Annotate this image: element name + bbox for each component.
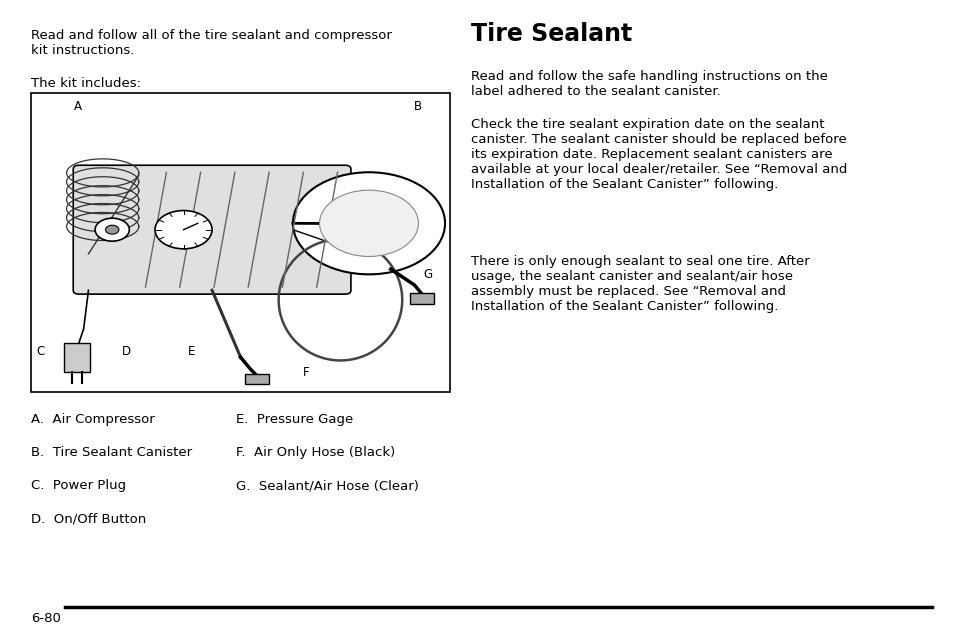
Text: E.  Pressure Gage: E. Pressure Gage — [235, 413, 353, 426]
Circle shape — [154, 211, 212, 249]
Text: B: B — [414, 100, 421, 113]
Text: F.  Air Only Hose (Black): F. Air Only Hose (Black) — [235, 446, 395, 459]
Text: 6-80: 6-80 — [31, 612, 61, 625]
Circle shape — [319, 190, 418, 256]
Text: B.  Tire Sealant Canister: B. Tire Sealant Canister — [31, 446, 193, 459]
Text: The kit includes:: The kit includes: — [31, 77, 141, 89]
Text: C.  Power Plug: C. Power Plug — [31, 479, 127, 492]
Text: A.  Air Compressor: A. Air Compressor — [31, 413, 155, 426]
Circle shape — [95, 218, 130, 241]
Text: C: C — [36, 345, 45, 357]
Text: There is only enough sealant to seal one tire. After
usage, the sealant canister: There is only enough sealant to seal one… — [470, 255, 809, 313]
Text: E: E — [188, 345, 195, 357]
Text: Read and follow the safe handling instructions on the
label adhered to the seala: Read and follow the safe handling instru… — [470, 70, 827, 98]
Text: G: G — [423, 268, 432, 281]
Text: D: D — [122, 345, 131, 357]
Text: F: F — [302, 366, 309, 378]
Text: G.  Sealant/Air Hose (Clear): G. Sealant/Air Hose (Clear) — [235, 479, 418, 492]
Text: D.  On/Off Button: D. On/Off Button — [31, 512, 147, 525]
Bar — [31, 93, 450, 392]
Bar — [410, 293, 433, 304]
Bar — [245, 374, 269, 384]
FancyBboxPatch shape — [73, 165, 351, 294]
Bar — [64, 343, 91, 372]
Text: A: A — [74, 100, 82, 113]
Circle shape — [293, 172, 445, 274]
Text: Tire Sealant: Tire Sealant — [470, 22, 631, 47]
Circle shape — [106, 225, 119, 234]
Text: Check the tire sealant expiration date on the sealant
canister. The sealant cani: Check the tire sealant expiration date o… — [470, 118, 846, 191]
Text: Read and follow all of the tire sealant and compressor
kit instructions.: Read and follow all of the tire sealant … — [31, 29, 392, 57]
